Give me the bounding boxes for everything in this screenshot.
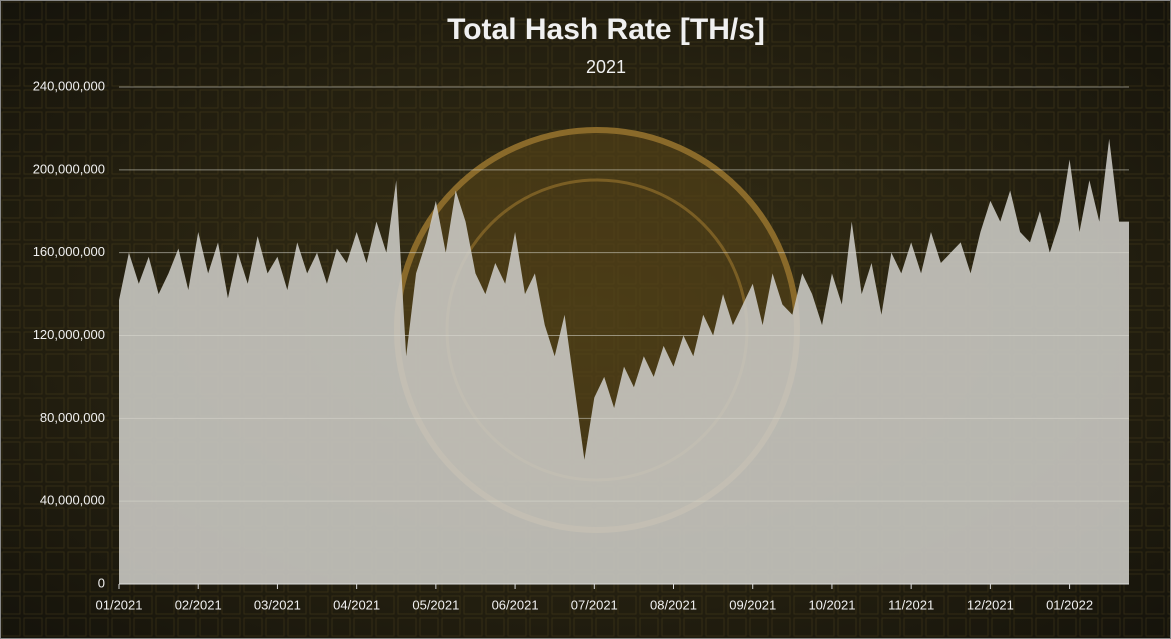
x-tick-label: 05/2021 (412, 597, 459, 612)
x-tick-label: 07/2021 (571, 597, 618, 612)
y-tick-label: 160,000,000 (33, 244, 105, 259)
chart-title: Total Hash Rate [TH/s] (447, 13, 765, 46)
x-tick-label: 01/2021 (96, 597, 143, 612)
x-tick-label: 12/2021 (967, 597, 1014, 612)
x-tick-label: 09/2021 (729, 597, 776, 612)
y-tick-label: 120,000,000 (33, 327, 105, 342)
x-tick-label: 06/2021 (492, 597, 539, 612)
area (119, 138, 1129, 585)
x-tick-label: 10/2021 (808, 597, 855, 612)
x-tick-label: 02/2021 (175, 597, 222, 612)
x-tick-label: 08/2021 (650, 597, 697, 612)
chart-subtitle: 2021 (586, 57, 626, 77)
x-tick-label: 03/2021 (254, 597, 301, 612)
y-tick-label: 200,000,000 (33, 161, 105, 176)
x-tick-label: 04/2021 (333, 597, 380, 612)
x-tick-label: 01/2022 (1046, 597, 1093, 612)
y-tick-label: 240,000,000 (33, 78, 105, 93)
y-tick-label: 0 (98, 575, 105, 590)
y-tick-label: 40,000,000 (40, 493, 105, 508)
x-tick-label: 11/2021 (888, 597, 934, 612)
y-tick-label: 80,000,000 (40, 410, 105, 425)
